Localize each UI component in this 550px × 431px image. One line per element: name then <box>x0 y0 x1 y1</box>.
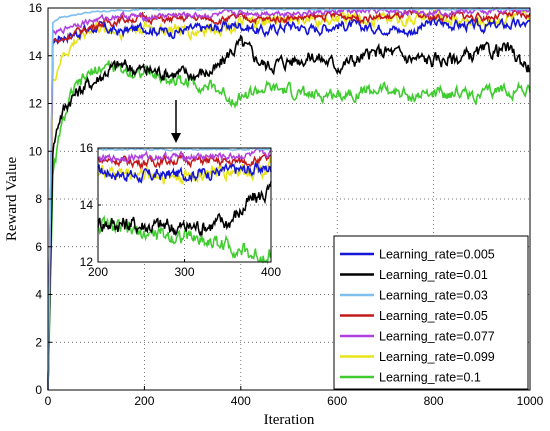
legend-label-4: Learning_rate=0.077 <box>379 330 495 344</box>
inset-tick-labels: 200 300 400 12 14 16 <box>80 141 282 279</box>
inset-x-tick-label: 400 <box>261 265 281 279</box>
series-line-0 <box>47 14 531 391</box>
inset-x-tick-label: 300 <box>174 265 194 279</box>
inset-series-line-1 <box>97 181 272 238</box>
legend-label-1: Learning_rate=0.01 <box>379 268 488 282</box>
series-line-3 <box>47 9 531 391</box>
x-tick-label: 800 <box>424 394 444 408</box>
y-tick-label: 2 <box>35 335 42 349</box>
series-line-4 <box>47 6 531 391</box>
legend-label-2: Learning_rate=0.03 <box>379 289 488 303</box>
inset-series-line-5 <box>97 156 272 185</box>
x-axis-title: Iteration <box>264 412 315 428</box>
inset-series-group <box>97 147 272 265</box>
inset-series-line-4 <box>97 148 272 165</box>
main-series-group <box>47 6 531 391</box>
x-tick-label: 200 <box>134 394 154 408</box>
legend-label-6: Learning_rate=0.1 <box>379 371 481 385</box>
inset-series-line-2 <box>97 147 272 152</box>
series-line-6 <box>47 60 531 391</box>
x-tick-label: 400 <box>231 394 251 408</box>
x-tick-label: 0 <box>45 394 52 408</box>
y-tick-label: 10 <box>29 144 43 158</box>
inset-grid <box>98 148 271 262</box>
inset-series-line-0 <box>97 161 272 184</box>
legend-box <box>333 235 529 390</box>
series-line-1 <box>47 34 531 391</box>
inset-y-tick-label: 12 <box>80 255 94 269</box>
series-line-2 <box>47 7 531 391</box>
y-tick-label: 14 <box>29 49 43 63</box>
legend-label-5: Learning_rate=0.099 <box>379 350 495 364</box>
y-tick-label: 0 <box>35 383 42 397</box>
y-tick-label: 4 <box>35 288 42 302</box>
legend-label-0: Learning_rate=0.005 <box>379 248 495 262</box>
inset-ticks <box>97 147 272 263</box>
legend: Learning_rate=0.005 Learning_rate=0.01 Lea… <box>333 235 529 390</box>
y-axis-title: Reward Value <box>4 157 20 242</box>
y-tick-label: 12 <box>29 97 43 111</box>
main-tick-labels: 0 200 400 600 800 1000 0 2 4 6 8 10 12 14 16 <box>29 1 544 408</box>
inset-y-tick-label: 14 <box>80 198 94 212</box>
x-tick-label: 600 <box>327 394 347 408</box>
y-tick-label: 6 <box>35 240 42 254</box>
zoom-arrow <box>171 100 181 143</box>
x-tick-label: 1000 <box>517 394 544 408</box>
inset-y-tick-label: 16 <box>80 141 94 155</box>
y-tick-label: 16 <box>29 1 43 15</box>
y-tick-label: 8 <box>35 192 42 206</box>
legend-label-3: Learning_rate=0.05 <box>379 309 488 323</box>
inset-x-tick-label: 200 <box>88 265 108 279</box>
